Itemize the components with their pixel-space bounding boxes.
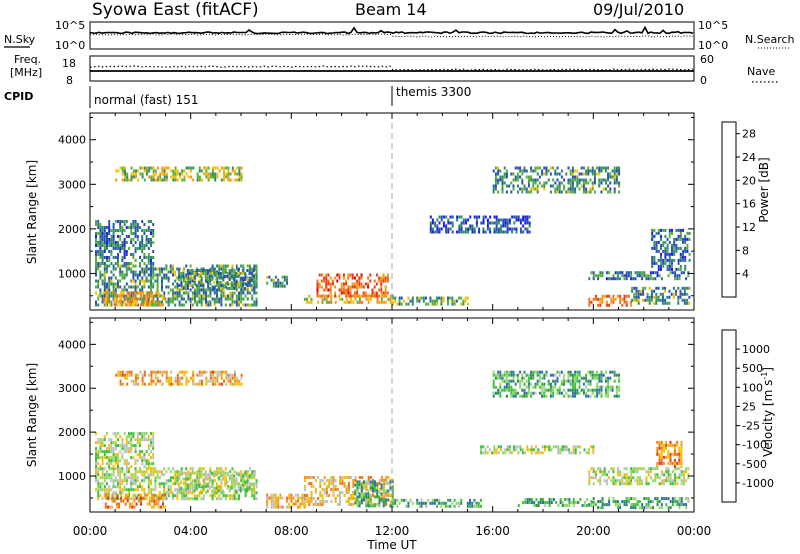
data-region-1 (102, 291, 167, 307)
data-region-4 (266, 493, 306, 509)
x-tick-label: 12:00 (375, 524, 410, 538)
nsky-tick-bottom: 10^0 (55, 39, 85, 52)
data-region-3 (178, 269, 255, 290)
data-region-13 (115, 370, 243, 386)
data-region-2 (95, 220, 155, 265)
data-region-1 (104, 493, 167, 509)
data-region-2 (95, 432, 155, 469)
colorbar-tick-label: 500 (742, 362, 763, 375)
data-region-12 (651, 228, 691, 271)
power-panel: 1000 2000 3000 4000 Slant Range [km] 4 8 12 16… (25, 112, 771, 311)
time-x-axis: 00:00 04:00 08:00 12:00 16:00 20:00 00:00 (73, 524, 712, 538)
freq-tick-bottom: 8 (66, 74, 73, 87)
data-region-10 (588, 271, 690, 281)
x-tick-label: 00:00 (73, 524, 108, 538)
velocity-colorbar-label: Velocity [m s-1] (760, 367, 775, 457)
colorbar-tick-label: 16 (742, 198, 756, 211)
data-region-13 (115, 166, 243, 182)
power-heatmap-cells (95, 166, 691, 307)
colorbar-tick-label: 24 (742, 151, 756, 164)
freq-tick-top: 18 (62, 57, 76, 70)
cpid-mode-themis: themis 3300 (396, 85, 471, 99)
colorbar-tick-label: 8 (742, 244, 749, 257)
y-tick-label: 3000 (58, 178, 86, 191)
velocity-heatmap-cells (95, 370, 690, 510)
colorbar-tick-label: 12 (742, 221, 756, 234)
x-axis-label: Time UT (366, 538, 417, 552)
colorbar-tick-label: -1000 (742, 477, 774, 490)
data-region-12 (656, 440, 683, 468)
velocity-ylabel: Slant Range [km] (25, 363, 39, 467)
beam-label: Beam 14 (355, 0, 427, 19)
data-region-14 (492, 166, 621, 194)
y-tick-label: 4000 (58, 338, 86, 351)
x-tick-label: 20:00 (576, 524, 611, 538)
colorbar-tick-label: -500 (742, 458, 767, 471)
nsearch-tick-top: 10^5 (698, 19, 728, 32)
data-region-9 (588, 294, 633, 307)
colorbar-tick-label: 100 (742, 381, 763, 394)
colorbar-tick-label: -25 (742, 420, 760, 433)
colorbar-tick-label: 20 (742, 174, 756, 187)
nave-label: Nave (747, 65, 775, 78)
nsearch-tick-bottom: 10^0 (698, 39, 728, 52)
data-region-9 (517, 498, 595, 507)
data-region-5 (303, 294, 394, 304)
figure-title: Syowa East (fitACF) (92, 0, 259, 20)
data-region-7 (392, 296, 469, 306)
freq-label: Freq. (14, 53, 41, 66)
colorbar-tick-label: 1000 (742, 343, 770, 356)
velocity-y-axis: 1000 2000 3000 4000 (58, 318, 695, 512)
data-region-4 (266, 275, 288, 288)
data-region-8 (480, 445, 595, 455)
velocity-panel: 1000 2000 3000 4000 Slant Range [km] 1000 50… (25, 317, 775, 513)
colorbar-tick-label: -100 (742, 439, 767, 452)
nsky-label: N.Sky (4, 33, 36, 46)
power-colorbar-label: Power [dB] (757, 157, 771, 222)
y-tick-label: 1000 (58, 267, 86, 280)
colorbar-tick-label: 25 (742, 400, 756, 413)
power-colorbar: 4 8 12 16 20 24 28 (721, 121, 756, 298)
data-region-6 (354, 480, 394, 508)
y-tick-label: 2000 (58, 426, 86, 439)
cpid-label: CPID (4, 90, 33, 103)
data-region-11 (588, 467, 690, 486)
cpid-mode-normal: normal (fast) 151 (94, 93, 198, 107)
y-tick-label: 3000 (58, 382, 86, 395)
x-tick-label: 08:00 (274, 524, 309, 538)
colorbar-tick-label: 28 (742, 128, 756, 141)
nsky-tick-top: 10^5 (55, 19, 85, 32)
colorbar-tick-label: 4 (742, 268, 749, 281)
power-ylabel: Slant Range [km] (25, 160, 39, 264)
nave-tick-top: 60 (700, 53, 714, 66)
power-y-axis: 1000 2000 3000 4000 (58, 113, 695, 310)
velocity-colorbar: 1000 500 100 25 -25 -100 -500 -1000 (721, 329, 774, 503)
y-tick-label: 4000 (58, 134, 86, 147)
data-region-10 (588, 497, 690, 510)
freq-unit-label: [MHz] (10, 66, 42, 79)
cpid-row: CPID normal (fast) 151 themis 3300 (4, 85, 471, 108)
nave-tick-bottom: 0 (700, 74, 707, 87)
nsearch-label: N.Search (745, 33, 795, 46)
x-tick-label: 00:00 (677, 524, 712, 538)
data-region-8 (429, 215, 531, 234)
x-tick-label: 04:00 (173, 524, 208, 538)
data-region-14 (492, 370, 621, 398)
nsky-panel: N.Sky 10^5 10^0 10^5 10^0 N.Search (4, 19, 795, 52)
y-tick-label: 1000 (58, 470, 86, 483)
data-region-7 (392, 498, 482, 508)
freq-panel: Freq. [MHz] 18 8 60 0 Nave (10, 53, 778, 87)
data-region-3 (178, 471, 255, 493)
y-tick-label: 2000 (58, 223, 86, 236)
data-region-6 (316, 273, 389, 298)
x-tick-label: 16:00 (475, 524, 510, 538)
date-label: 09/Jul/2010 (593, 0, 684, 19)
data-region-11 (631, 286, 691, 305)
